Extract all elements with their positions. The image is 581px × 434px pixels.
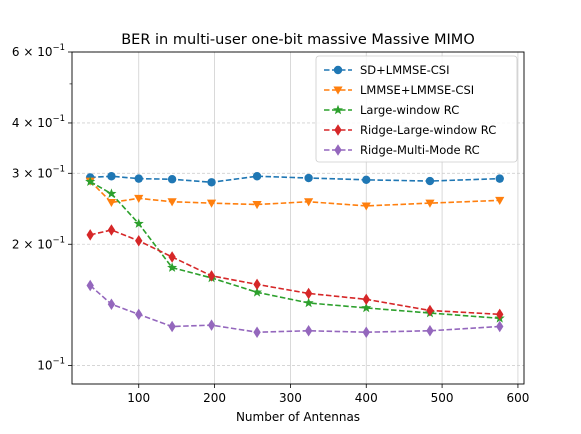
data-point bbox=[168, 320, 176, 333]
x-tick-label: 500 bbox=[431, 391, 454, 405]
data-point bbox=[107, 298, 116, 310]
legend-label: Large-window RC bbox=[360, 103, 459, 117]
series-line bbox=[89, 180, 500, 320]
data-point bbox=[361, 202, 371, 211]
legend-marker bbox=[333, 86, 343, 95]
data-point bbox=[207, 319, 216, 331]
data-point bbox=[426, 304, 434, 317]
data-point bbox=[426, 325, 434, 337]
data-point bbox=[167, 262, 178, 272]
data-point bbox=[361, 302, 372, 313]
x-tick-label: 100 bbox=[127, 391, 150, 405]
data-point bbox=[134, 174, 143, 183]
data-point bbox=[86, 279, 94, 292]
legend-marker bbox=[332, 104, 344, 115]
y-tick-label: 2 × 10−1 bbox=[12, 235, 65, 251]
data-point bbox=[252, 172, 262, 181]
y-tick-label: 4 × 10−1 bbox=[12, 114, 65, 130]
data-point bbox=[304, 198, 314, 207]
legend: SD+LMMSE-CSI LMMSE+LMMSE-CSI Large-window … bbox=[315, 55, 518, 163]
data-point bbox=[85, 176, 96, 186]
data-point bbox=[362, 175, 371, 185]
data-point bbox=[362, 326, 370, 338]
legend-entry: Large-window RC bbox=[324, 103, 459, 117]
data-point bbox=[86, 229, 94, 241]
data-point bbox=[107, 224, 116, 236]
legend-label: Ridge-Multi-Mode RC bbox=[360, 143, 480, 157]
y-tick-label: 3 × 10−1 bbox=[12, 164, 65, 180]
data-point bbox=[207, 270, 216, 282]
legend-entry: LMMSE+LMMSE-CSI bbox=[324, 83, 474, 97]
data-point bbox=[362, 293, 370, 306]
data-point bbox=[496, 308, 504, 321]
data-point bbox=[252, 201, 262, 210]
axis-ticks: 100 200 300 400 500 600 10−1 2 × 10−1 3 × 10−1 4 … bbox=[12, 43, 530, 405]
x-tick-label: 200 bbox=[203, 391, 226, 405]
data-point bbox=[135, 308, 143, 321]
x-axis-title: Number of Antennas bbox=[236, 410, 360, 424]
data-point bbox=[252, 287, 263, 297]
chart-title: BER in multi-user one-bit massive Massiv… bbox=[121, 32, 475, 48]
data-point bbox=[107, 172, 116, 181]
y-tick-label: 6 × 10−1 bbox=[12, 43, 65, 59]
data-point bbox=[133, 218, 144, 228]
data-point bbox=[106, 198, 117, 208]
data-point bbox=[167, 175, 177, 184]
legend-box bbox=[315, 55, 518, 163]
data-point bbox=[425, 176, 435, 186]
series-0 bbox=[86, 172, 504, 187]
legend-entry: SD+LMMSE-CSI bbox=[324, 63, 449, 77]
legend-entry: Ridge-Large-window RC bbox=[324, 123, 496, 137]
series-3 bbox=[86, 224, 504, 321]
data-point bbox=[303, 297, 314, 308]
data-point bbox=[207, 178, 216, 187]
data-point bbox=[304, 173, 313, 183]
series-line bbox=[90, 175, 500, 184]
x-tick-label: 400 bbox=[355, 391, 378, 405]
legend-entry: Ridge-Multi-Mode RC bbox=[324, 143, 480, 157]
legend-marker bbox=[334, 124, 342, 136]
data-point bbox=[495, 174, 504, 183]
series-line bbox=[90, 229, 500, 316]
x-tick-label: 600 bbox=[506, 391, 529, 405]
data-point bbox=[304, 325, 313, 337]
plot-area-frame bbox=[71, 51, 525, 385]
data-point bbox=[135, 235, 143, 247]
data-point bbox=[134, 194, 144, 203]
data-point bbox=[206, 199, 217, 208]
legend-label: Ridge-Large-window RC bbox=[360, 123, 496, 137]
data-point bbox=[425, 199, 435, 208]
y-tick-label: 10−1 bbox=[37, 357, 65, 373]
legend-marker bbox=[334, 144, 342, 156]
data-point bbox=[253, 278, 261, 291]
data-point bbox=[495, 196, 505, 205]
series-4 bbox=[86, 279, 504, 338]
x-tick-label: 300 bbox=[279, 391, 302, 405]
data-point bbox=[106, 188, 117, 198]
series-line bbox=[89, 180, 500, 207]
data-point bbox=[253, 326, 261, 338]
data-series bbox=[85, 172, 505, 338]
data-point bbox=[167, 198, 177, 207]
legend-marker bbox=[333, 65, 343, 75]
series-line bbox=[89, 284, 500, 334]
legend-label: LMMSE+LMMSE-CSI bbox=[360, 83, 474, 97]
data-point bbox=[304, 287, 313, 300]
data-point bbox=[168, 251, 176, 263]
legend-label: SD+LMMSE-CSI bbox=[360, 63, 449, 77]
data-point bbox=[496, 320, 504, 333]
